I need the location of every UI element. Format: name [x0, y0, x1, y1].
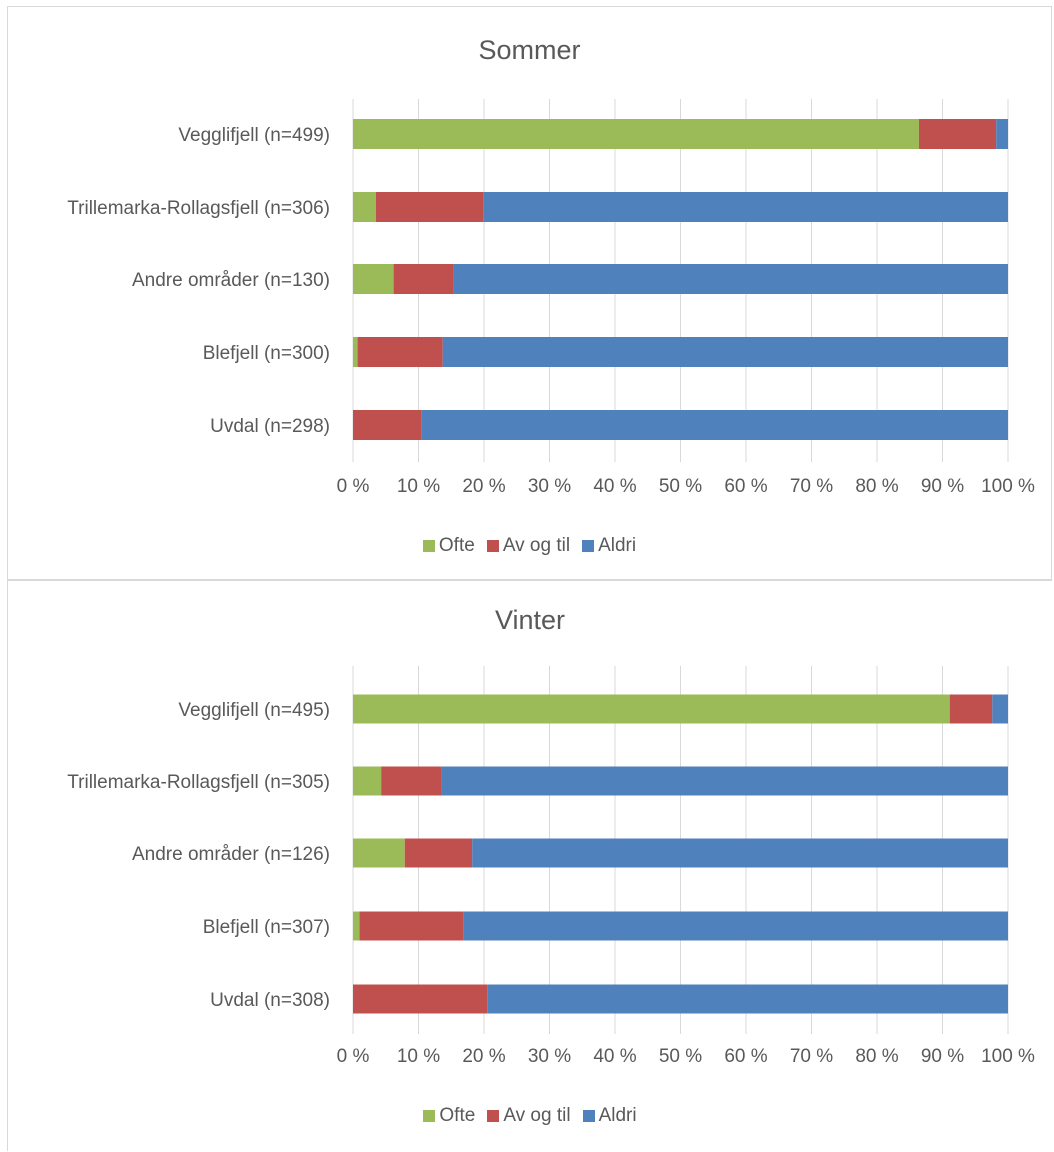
category-label: Trillemarka-Rollagsfjell (n=306) [67, 198, 330, 219]
legend-label: Av og til [503, 1105, 571, 1126]
bar-aldri [992, 694, 1008, 724]
x-tick-label: 40 % [593, 476, 636, 497]
legend-swatch-av-og-til [486, 540, 499, 552]
bar-aldri [487, 984, 1008, 1014]
category-label: Vegglifjell (n=495) [178, 700, 330, 721]
category-label: Vegglifjell (n=499) [178, 125, 330, 146]
legend-swatch-av-og-til [487, 1110, 500, 1122]
bar-av-og-til [381, 766, 442, 796]
bar-av-og-til [949, 694, 993, 724]
x-tick-label: 50 % [659, 1046, 702, 1067]
bar-av-og-til [353, 410, 422, 440]
x-tick-label: 50 % [659, 476, 702, 497]
category-label: Blefjell (n=307) [203, 917, 330, 938]
chart-plot-sommer: Vegglifjell (n=499) Trillemarka-Rollagsfj… [67, 99, 1035, 497]
category-label: Andre områder (n=130) [132, 270, 330, 291]
x-tick-label: 60 % [724, 1046, 767, 1067]
bar-aldri [463, 911, 1008, 941]
legend-item-aldri: Aldri [582, 1105, 637, 1127]
legend-swatch-ofte [422, 540, 435, 552]
x-tick-label: 0 % [337, 1046, 370, 1067]
x-tick-label: 10 % [397, 476, 440, 497]
legend-label: Ofte [438, 535, 475, 556]
bar-av-og-til [393, 264, 454, 294]
bar-av-og-til [357, 337, 443, 367]
bar-ofte [353, 838, 405, 868]
legend-label: Aldri [598, 1105, 637, 1126]
bar-ofte [353, 694, 950, 724]
legend-item-av-og-til: Av og til [486, 535, 571, 557]
bar-ofte [353, 337, 358, 367]
x-tick-label: 90 % [921, 1046, 964, 1067]
legend-swatch-aldri [582, 540, 595, 552]
legend-item-ofte: Ofte [423, 1105, 475, 1127]
legend-item-aldri: Aldri [582, 535, 636, 557]
x-tick-label: 30 % [528, 476, 571, 497]
chart-panel-sommer: Vegglifjell (n=499) Trillemarka-Rollagsfj… [7, 6, 1052, 580]
category-label: Andre områder (n=126) [132, 844, 330, 865]
x-tick-label: 90 % [921, 476, 964, 497]
x-tick-label: 40 % [593, 1046, 636, 1067]
legend-label: Aldri [598, 535, 637, 556]
legend-swatch-aldri [582, 1110, 595, 1122]
x-tick-label: 0 % [337, 476, 370, 497]
chart-title: Sommer [478, 35, 581, 65]
x-tick-label: 80 % [855, 1046, 898, 1067]
bar-ofte [353, 766, 382, 796]
x-tick-label: 10 % [397, 1046, 440, 1067]
bar-ofte [353, 264, 394, 294]
x-tick-label: 30 % [528, 1046, 571, 1067]
chart-title: Vinter [494, 605, 566, 635]
bar-av-og-til [918, 119, 997, 149]
bar-aldri [421, 410, 1008, 440]
legend-label: Av og til [502, 535, 571, 556]
category-label: Uvdal (n=298) [210, 416, 330, 437]
legend-label: Ofte [439, 1105, 476, 1126]
x-tick-label: 100 % [981, 1046, 1035, 1067]
bar-aldri [472, 838, 1009, 868]
chart-legend: Ofte Av og til Aldri [8, 1105, 1052, 1127]
bar-av-og-til [375, 192, 484, 222]
x-tick-label: 20 % [462, 476, 505, 497]
x-tick-label: 80 % [855, 476, 898, 497]
x-tick-label: 60 % [724, 476, 767, 497]
legend-swatch-ofte [423, 1110, 436, 1122]
category-label: Uvdal (n=308) [210, 990, 330, 1011]
legend-item-ofte: Ofte [422, 535, 475, 557]
bar-av-og-til [404, 838, 473, 868]
bar-ofte [353, 119, 919, 149]
chart-legend: Ofte Av og til Aldri [8, 535, 1051, 557]
x-tick-label: 100 % [981, 476, 1035, 497]
chart-plot-vinter: Vegglifjell (n=495) Trillemarka-Rollagsfj… [67, 666, 1035, 1067]
bar-av-og-til [359, 911, 464, 941]
bar-ofte [353, 192, 376, 222]
x-tick-label: 70 % [790, 476, 833, 497]
chart-panel-vinter: Vegglifjell (n=495) Trillemarka-Rollagsfj… [7, 580, 1052, 1151]
bar-ofte [353, 911, 360, 941]
bar-av-og-til [353, 984, 488, 1014]
bar-aldri [442, 337, 1008, 367]
bar-aldri [483, 192, 1009, 222]
x-tick-label: 70 % [790, 1046, 833, 1067]
bar-aldri [996, 119, 1008, 149]
category-label: Blefjell (n=300) [203, 343, 330, 364]
category-label: Trillemarka-Rollagsfjell (n=305) [67, 772, 330, 793]
bar-aldri [453, 264, 1008, 294]
bar-aldri [441, 766, 1008, 796]
legend-item-av-og-til: Av og til [487, 1105, 571, 1127]
x-tick-label: 20 % [462, 1046, 505, 1067]
